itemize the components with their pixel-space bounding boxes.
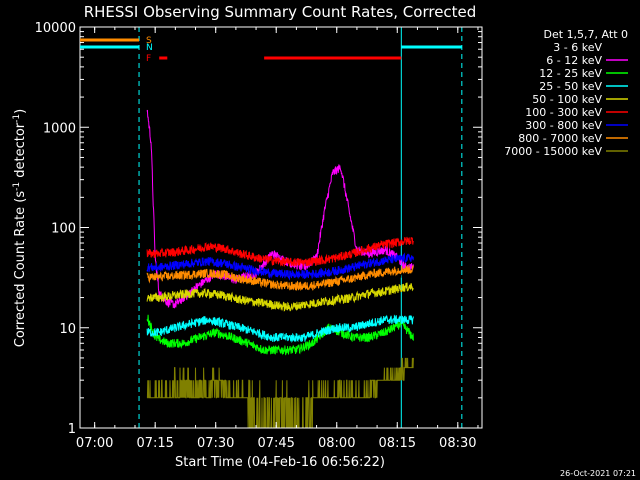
- legend-label-1: 6 - 12 keV: [546, 54, 602, 67]
- series-line-2: [146, 314, 414, 356]
- x-tick-label-6: 08:30: [439, 436, 476, 451]
- legend-label-8: 7000 - 15000 keV: [504, 145, 602, 158]
- chart-title: RHESSI Observing Summary Count Rates, Co…: [84, 3, 477, 21]
- x-tick-label-0: 07:00: [76, 436, 113, 451]
- plot-area: [79, 27, 463, 429]
- x-axis-label: Start Time (04-Feb-16 06:56:22): [175, 455, 385, 470]
- flag-label-S: S: [146, 36, 152, 46]
- y-tick-label-4: 10000: [35, 21, 76, 36]
- series-line-8: [146, 357, 414, 429]
- legend-label-6: 300 - 800 keV: [525, 119, 602, 132]
- x-tick-label-2: 07:30: [197, 436, 234, 451]
- x-tick-label-3: 07:45: [257, 436, 294, 451]
- y-tick-label-0: 1: [68, 422, 76, 437]
- legend-label-5: 100 - 300 keV: [525, 106, 602, 119]
- y-tick-label-3: 1000: [43, 121, 76, 136]
- flag-bars: SNF: [80, 36, 462, 64]
- y-tick-label-2: 100: [51, 222, 76, 237]
- legend-label-7: 800 - 7000 keV: [518, 132, 602, 145]
- y-axis-label: Corrected Count Rate (s-1 detector-1): [12, 109, 28, 347]
- y-tick-label-1: 10: [59, 322, 76, 337]
- flag-label-N: N: [146, 43, 153, 53]
- legend-title: Det 1,5,7, Att 0: [544, 28, 628, 41]
- series-line-3: [146, 314, 414, 343]
- flag-label-F: F: [146, 54, 151, 64]
- series-line-5: [146, 236, 414, 267]
- x-tick-label-1: 07:15: [136, 436, 173, 451]
- series-line-1: [146, 109, 414, 309]
- legend-label-0: 3 - 6 keV: [553, 41, 602, 54]
- x-tick-label-4: 08:00: [318, 436, 355, 451]
- series-line-4: [146, 282, 414, 312]
- timestamp: 26-Oct-2021 07:21: [560, 469, 636, 478]
- y-axis-ticks: 1 10 100 1000 10000: [35, 21, 482, 437]
- series-line-7: [146, 265, 414, 291]
- legend-label-3: 25 - 50 keV: [539, 80, 602, 93]
- plot-frame: [79, 26, 483, 429]
- legend-label-2: 12 - 25 keV: [539, 67, 602, 80]
- x-axis-ticks: 07:00 07:15 07:30 07:45 08:00 08:15 08:30: [76, 27, 479, 451]
- x-tick-label-5: 08:15: [379, 436, 416, 451]
- legend-label-4: 50 - 100 keV: [532, 93, 602, 106]
- series-line-6: [146, 252, 414, 281]
